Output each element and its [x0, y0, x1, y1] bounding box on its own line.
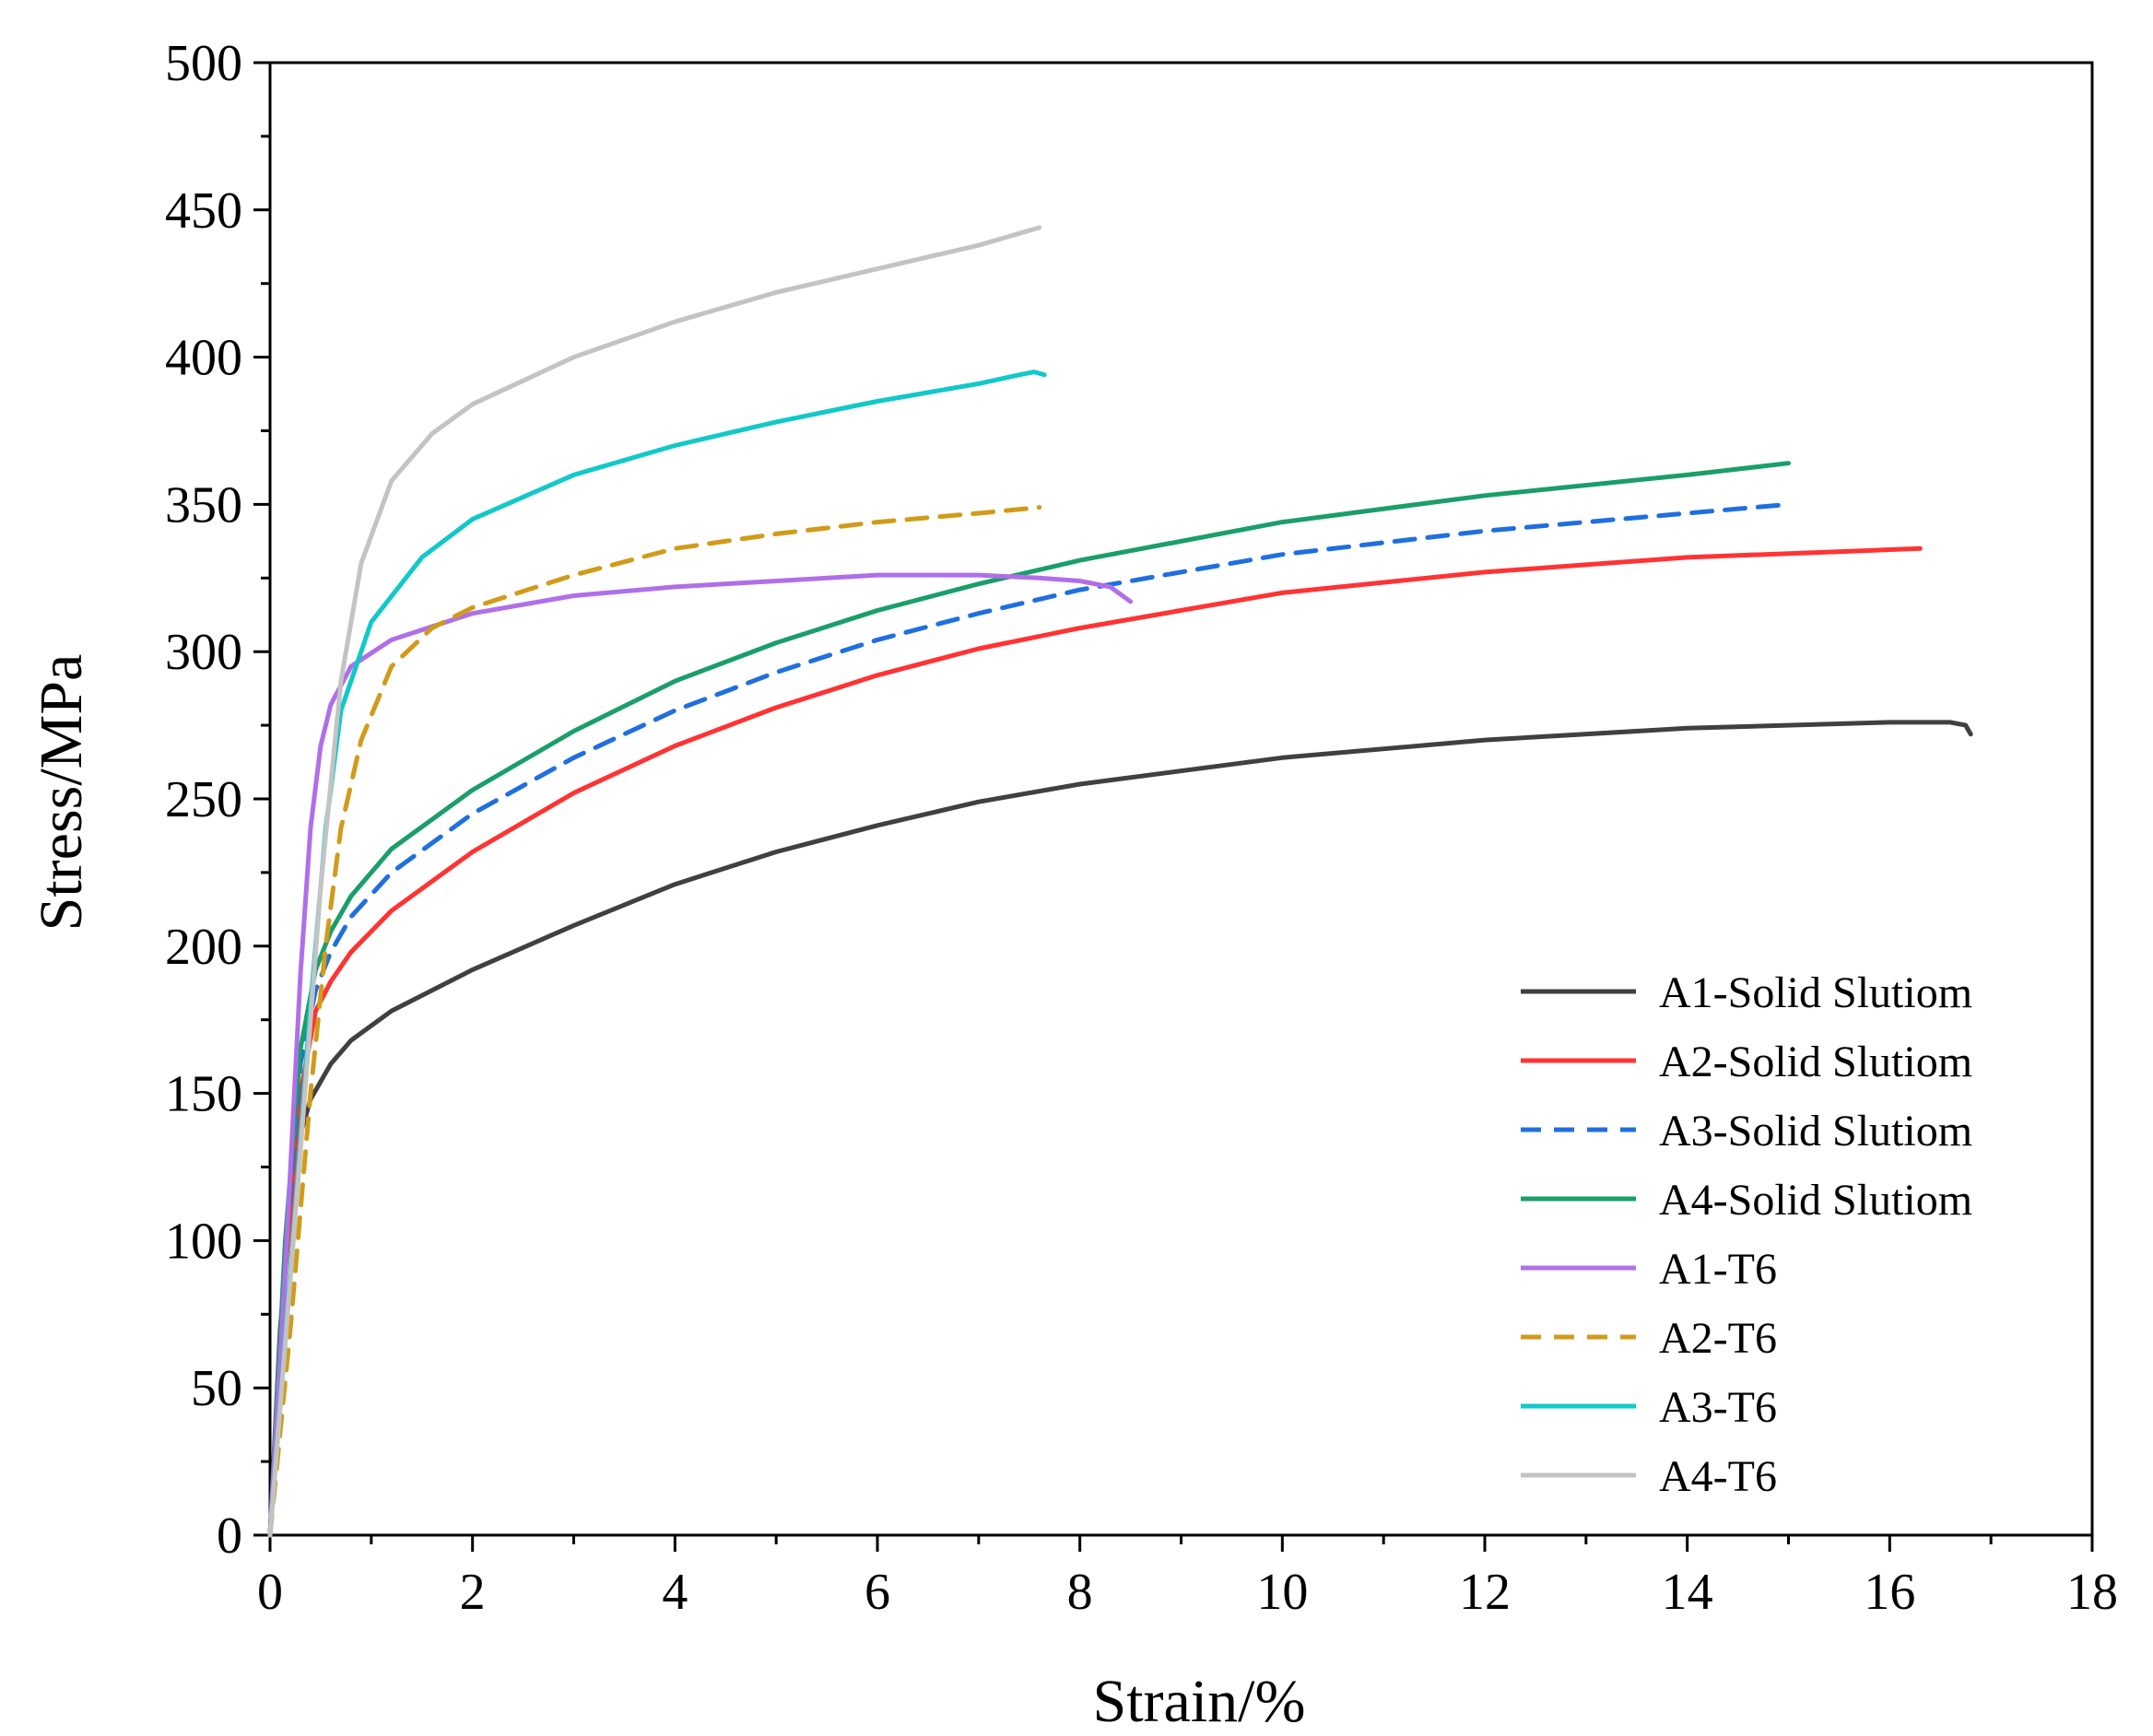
- x-tick-label: 14: [1662, 1564, 1713, 1621]
- x-tick-label: 8: [1067, 1564, 1093, 1621]
- y-tick-label: 50: [191, 1360, 242, 1417]
- x-tick-label: 12: [1459, 1564, 1511, 1621]
- x-tick-label: 4: [662, 1564, 688, 1621]
- legend-label: A4-Solid Slutiom: [1659, 1176, 1972, 1225]
- y-tick-label: 400: [165, 330, 242, 387]
- y-tick-label: 100: [165, 1213, 242, 1270]
- series-line-a2-t6: [267, 505, 1042, 1538]
- y-tick-label: 200: [165, 919, 242, 976]
- x-tick-label: 0: [257, 1564, 283, 1621]
- x-tick-label: 2: [460, 1564, 486, 1621]
- legend-label: A4-T6: [1659, 1452, 1777, 1501]
- series-group: [267, 225, 1973, 1538]
- legend-label: A2-Solid Slutiom: [1659, 1038, 1972, 1086]
- axes: 0 2 4 6 8 10 12 14 16 18 0 50 100 150 200 250 300 350 400 4…: [165, 35, 2118, 1621]
- y-tick-label: 250: [165, 771, 242, 828]
- x-tick-label: 6: [865, 1564, 890, 1621]
- x-axis-title: Strain/%: [1093, 1668, 1306, 1735]
- x-tick-label: 16: [1864, 1564, 1915, 1621]
- y-tick-label: 0: [217, 1507, 242, 1565]
- y-tick-label: 450: [165, 182, 242, 240]
- series-line-a4-t6: [267, 225, 1042, 1538]
- x-tick-label: 10: [1256, 1564, 1308, 1621]
- x-tick-label: 18: [2066, 1564, 2118, 1621]
- series-line-a1-t6: [267, 572, 1134, 1538]
- legend: A1-Solid Slutiom A2-Solid Slutiom A3-Solid…: [1521, 968, 1972, 1501]
- series-line-a2-solid-slutiom: [267, 545, 1923, 1538]
- legend-label: A3-Solid Slutiom: [1659, 1107, 1972, 1155]
- legend-label: A1-T6: [1659, 1245, 1777, 1294]
- y-tick-label: 300: [165, 624, 242, 681]
- legend-label: A1-Solid Slutiom: [1659, 968, 1972, 1017]
- y-tick-label: 500: [165, 35, 242, 92]
- legend-label: A3-T6: [1659, 1383, 1777, 1432]
- y-tick-label: 150: [165, 1066, 242, 1123]
- y-axis-title: Stress/MPa: [28, 654, 95, 932]
- legend-label: A2-T6: [1659, 1314, 1777, 1363]
- y-tick-label: 350: [165, 476, 242, 534]
- series-line-a1-solid-slutiom: [267, 720, 1973, 1538]
